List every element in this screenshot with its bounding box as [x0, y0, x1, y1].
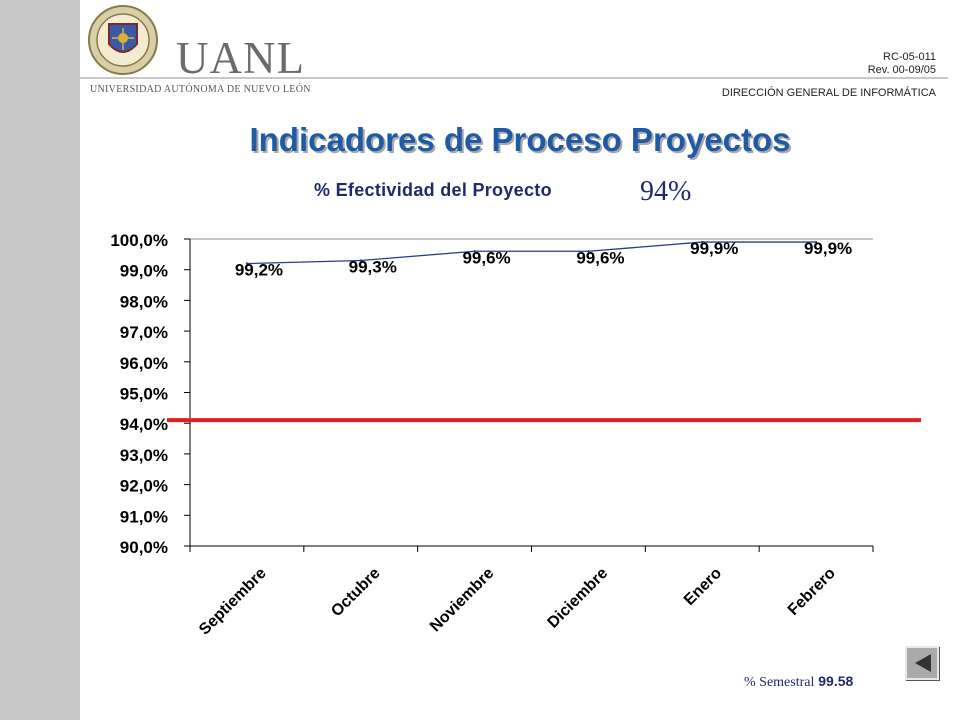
x-category-label: Enero: [681, 565, 725, 609]
semestral-summary: % Semestral 99.58: [744, 673, 853, 691]
data-point: [473, 250, 476, 253]
semestral-label: % Semestral: [744, 675, 815, 690]
x-category-label: Octubre: [328, 565, 383, 620]
y-tick-label: 96,0%: [120, 354, 168, 373]
chart-subtitle: % Efectividad del Proyecto: [314, 180, 552, 200]
data-label: 99,9%: [690, 239, 738, 258]
semestral-value: 99.58: [818, 673, 854, 689]
series-line: [246, 241, 817, 265]
doc-code-text: RC-05-011: [883, 51, 936, 63]
target-value-label: 94%: [640, 176, 692, 207]
y-tick-label: 95,0%: [120, 385, 168, 404]
left-sidebar-band: [0, 0, 80, 720]
y-tick-label: 98,0%: [120, 292, 168, 311]
y-tick-label: 99,0%: [120, 262, 168, 281]
data-point: [701, 240, 704, 244]
data-point: [814, 240, 818, 244]
university-full-name: UNIVERSIDAD AUTÓNOMA DE NUEVO LEÓN: [90, 84, 311, 95]
data-point: [245, 262, 249, 265]
back-button[interactable]: [905, 646, 939, 680]
data-label: 99,6%: [576, 248, 624, 267]
triangle-left-icon: [915, 654, 931, 672]
data-label: 99,9%: [804, 239, 852, 258]
data-label: 99,2%: [235, 261, 283, 280]
uanl-wordmark: UANL: [176, 33, 305, 83]
department-label: DIRECCIÓN GENERAL DE INFORMÁTICA: [721, 87, 936, 99]
x-category-label: Septiembre: [196, 565, 270, 639]
y-tick-label: 97,0%: [120, 323, 168, 342]
y-tick-label: 92,0%: [120, 477, 168, 496]
y-tick-label: 100,0%: [110, 231, 168, 250]
document-code: RC-05-011 Rev. 00-09/05: [868, 51, 936, 77]
header-divider: [80, 77, 948, 79]
x-category-label: Febrero: [785, 565, 839, 619]
x-category-label: Diciembre: [545, 565, 612, 632]
y-tick-label: 93,0%: [120, 446, 168, 465]
y-tick-label: 94,0%: [120, 415, 168, 434]
page-title: Indicadores de Proceso Proyectos: [249, 121, 791, 158]
data-point: [587, 250, 590, 253]
y-tick-label: 90,0%: [120, 538, 168, 557]
data-label: 99,3%: [349, 257, 397, 276]
x-category-label: Noviembre: [427, 565, 498, 636]
revision-text: Rev. 00-09/05: [867, 64, 936, 76]
data-label: 99,6%: [462, 248, 510, 267]
data-point: [359, 259, 362, 262]
y-tick-label: 91,0%: [120, 507, 168, 526]
uanl-logo: [88, 5, 158, 75]
